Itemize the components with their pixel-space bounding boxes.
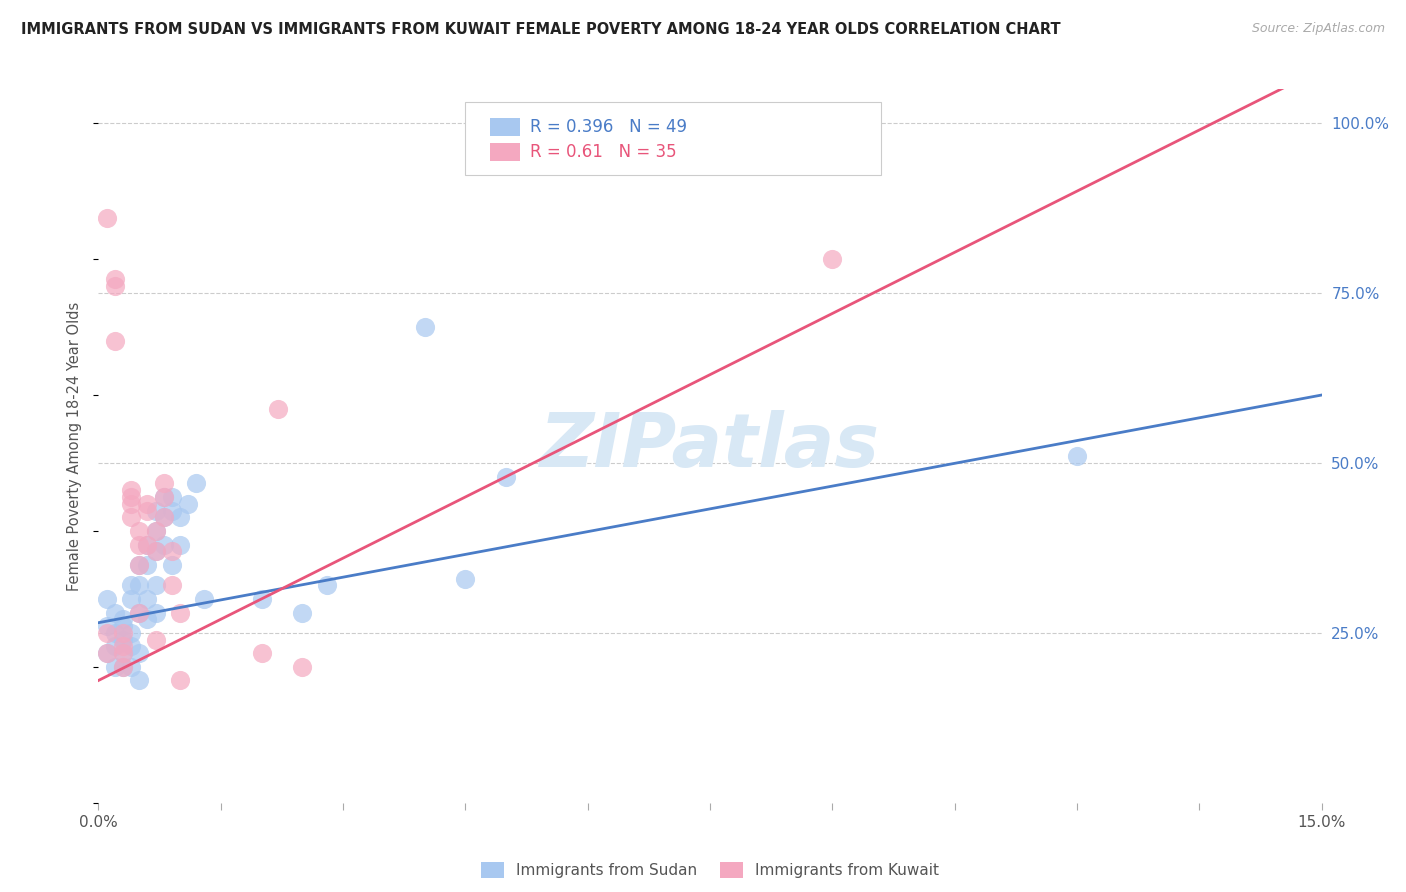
Point	[169, 537, 191, 551]
Point	[169, 606, 191, 620]
Y-axis label: Female Poverty Among 18-24 Year Olds: Female Poverty Among 18-24 Year Olds	[67, 301, 83, 591]
Point	[169, 510, 191, 524]
Point	[104, 606, 127, 620]
Point	[111, 646, 134, 660]
Point	[136, 612, 159, 626]
Point	[145, 578, 167, 592]
Point	[128, 606, 150, 620]
Point	[120, 591, 142, 606]
Point	[104, 626, 127, 640]
Point	[152, 490, 174, 504]
Point	[291, 606, 314, 620]
Point	[111, 660, 134, 674]
Text: R = 0.396   N = 49: R = 0.396 N = 49	[530, 118, 688, 136]
FancyBboxPatch shape	[465, 102, 882, 175]
FancyBboxPatch shape	[489, 118, 520, 136]
Point	[96, 591, 118, 606]
Point	[160, 544, 183, 558]
Point	[128, 558, 150, 572]
Point	[120, 497, 142, 511]
Point	[96, 619, 118, 633]
Point	[145, 503, 167, 517]
Point	[136, 591, 159, 606]
Point	[120, 626, 142, 640]
Point	[145, 544, 167, 558]
Point	[128, 606, 150, 620]
Point	[96, 211, 118, 226]
Point	[104, 334, 127, 348]
Point	[413, 320, 436, 334]
Point	[169, 673, 191, 688]
Point	[136, 558, 159, 572]
Point	[120, 640, 142, 654]
Point	[111, 660, 134, 674]
Legend: Immigrants from Sudan, Immigrants from Kuwait: Immigrants from Sudan, Immigrants from K…	[475, 856, 945, 884]
Point	[136, 503, 159, 517]
Point	[145, 606, 167, 620]
Text: Source: ZipAtlas.com: Source: ZipAtlas.com	[1251, 22, 1385, 36]
Point	[145, 632, 167, 647]
Text: IMMIGRANTS FROM SUDAN VS IMMIGRANTS FROM KUWAIT FEMALE POVERTY AMONG 18-24 YEAR : IMMIGRANTS FROM SUDAN VS IMMIGRANTS FROM…	[21, 22, 1060, 37]
Point	[152, 510, 174, 524]
Point	[104, 279, 127, 293]
Point	[128, 673, 150, 688]
Point	[193, 591, 215, 606]
Point	[104, 272, 127, 286]
Point	[120, 578, 142, 592]
Point	[128, 578, 150, 592]
Point	[152, 490, 174, 504]
Point	[120, 510, 142, 524]
Point	[104, 640, 127, 654]
Point	[111, 612, 134, 626]
Point	[111, 619, 134, 633]
Point	[136, 497, 159, 511]
Point	[250, 591, 273, 606]
Point	[136, 537, 159, 551]
FancyBboxPatch shape	[489, 143, 520, 161]
Point	[250, 646, 273, 660]
Point	[120, 490, 142, 504]
Point	[267, 401, 290, 416]
Point	[160, 503, 183, 517]
Point	[128, 524, 150, 538]
Point	[96, 646, 118, 660]
Point	[111, 646, 134, 660]
Point	[104, 660, 127, 674]
Point	[145, 524, 167, 538]
Text: R = 0.61   N = 35: R = 0.61 N = 35	[530, 143, 676, 161]
Point	[1066, 449, 1088, 463]
Point	[111, 640, 134, 654]
Point	[128, 537, 150, 551]
Point	[177, 497, 200, 511]
Point	[821, 252, 844, 266]
Point	[152, 476, 174, 491]
Point	[454, 572, 477, 586]
Point	[145, 524, 167, 538]
Point	[111, 626, 134, 640]
Point	[160, 578, 183, 592]
Point	[160, 490, 183, 504]
Point	[160, 558, 183, 572]
Point	[136, 537, 159, 551]
Point	[152, 537, 174, 551]
Point	[152, 510, 174, 524]
Point	[120, 660, 142, 674]
Text: ZIPatlas: ZIPatlas	[540, 409, 880, 483]
Point	[186, 476, 208, 491]
Point	[145, 544, 167, 558]
Point	[495, 469, 517, 483]
Point	[96, 626, 118, 640]
Point	[128, 646, 150, 660]
Point	[111, 632, 134, 647]
Point	[315, 578, 337, 592]
Point	[96, 646, 118, 660]
Point	[128, 558, 150, 572]
Point	[120, 483, 142, 498]
Point	[291, 660, 314, 674]
